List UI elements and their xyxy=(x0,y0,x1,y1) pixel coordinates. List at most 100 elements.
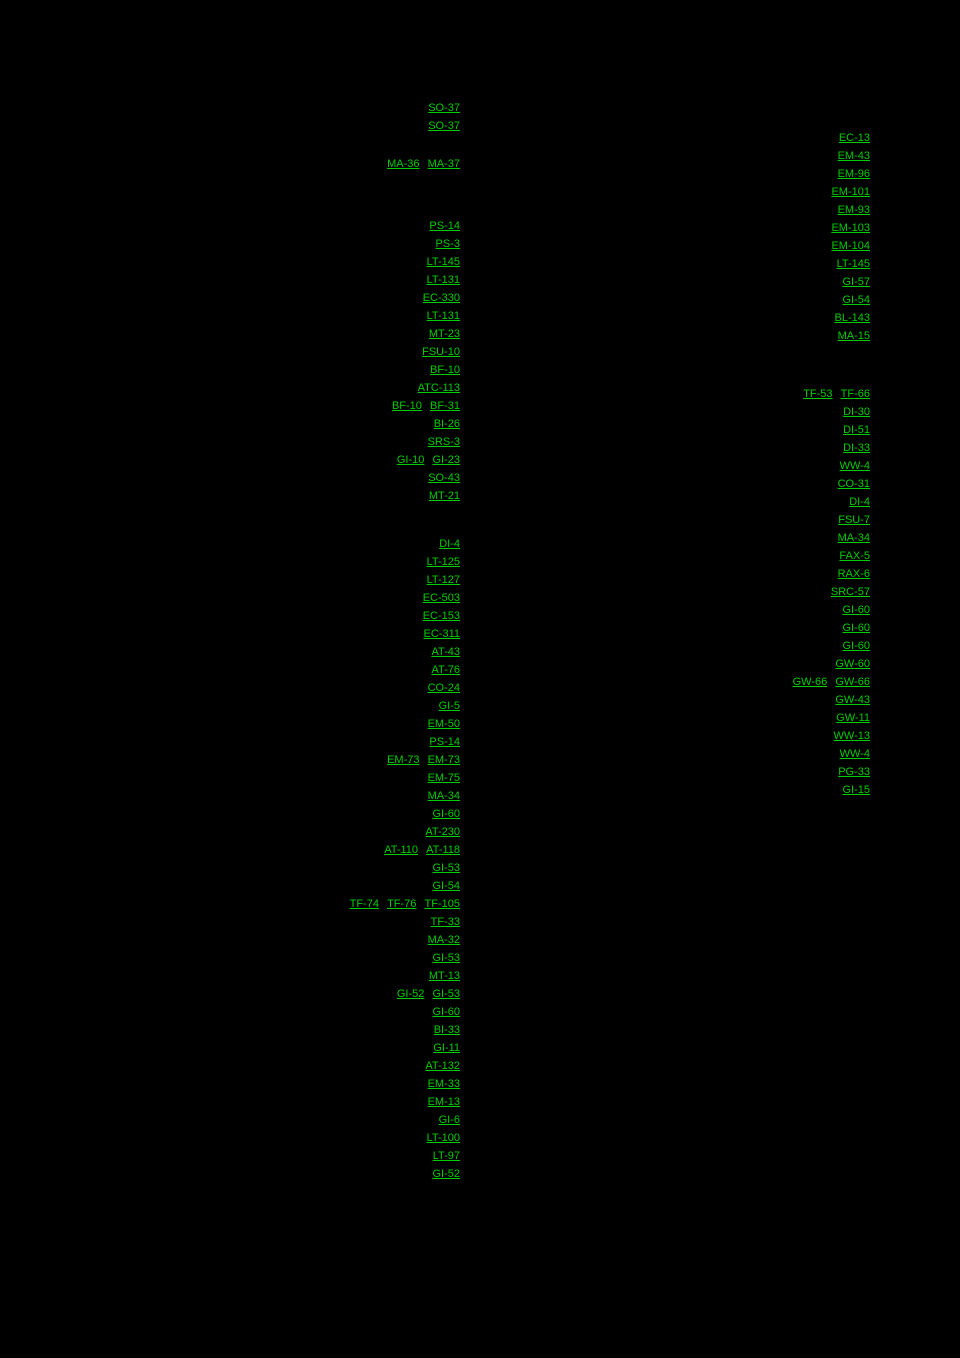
ref-link[interactable]: BL-143 xyxy=(835,312,870,324)
ref-link[interactable]: EM-93 xyxy=(838,204,870,216)
ref-link[interactable]: TF-74 xyxy=(350,898,379,910)
ref-link[interactable]: GI-6 xyxy=(439,1114,460,1126)
ref-link[interactable]: BI-33 xyxy=(434,1024,460,1036)
nav-letter-i[interactable]: I xyxy=(885,516,915,533)
ref-link[interactable]: BF-10 xyxy=(392,400,422,412)
ref-link[interactable]: GI-52 xyxy=(397,988,425,1000)
nav-letter-j[interactable]: J xyxy=(885,563,915,580)
ref-link[interactable]: EM-43 xyxy=(838,150,870,162)
ref-link[interactable]: LT-127 xyxy=(427,574,460,586)
ref-link[interactable]: SRS-3 xyxy=(428,436,460,448)
ref-link[interactable]: LT-125 xyxy=(427,556,460,568)
ref-link[interactable]: AT-118 xyxy=(426,844,460,856)
ref-link[interactable]: LT-100 xyxy=(427,1132,460,1144)
ref-link[interactable]: GW-66 xyxy=(835,676,870,688)
ref-link[interactable]: EM-50 xyxy=(428,718,460,730)
ref-link[interactable]: FAX-5 xyxy=(839,550,870,562)
ref-link[interactable]: GI-11 xyxy=(433,1042,460,1054)
ref-link[interactable]: PS-3 xyxy=(436,238,460,250)
ref-link[interactable]: GI-54 xyxy=(432,880,460,892)
ref-link[interactable]: WW-4 xyxy=(840,748,870,760)
ref-link[interactable]: MT-13 xyxy=(429,970,460,982)
ref-link[interactable]: GI-54 xyxy=(842,294,870,306)
ref-link[interactable]: BI-26 xyxy=(434,418,460,430)
ref-link[interactable]: DI-30 xyxy=(843,406,870,418)
ref-link[interactable]: BF-10 xyxy=(430,364,460,376)
ref-link[interactable]: DI-4 xyxy=(439,538,460,550)
ref-link[interactable]: LT-145 xyxy=(837,258,870,270)
ref-link[interactable]: MA-32 xyxy=(428,934,460,946)
ref-link[interactable]: EM-104 xyxy=(831,240,870,252)
nav-letter-b[interactable]: B xyxy=(885,187,915,204)
ref-link[interactable]: GI-5 xyxy=(439,700,460,712)
ref-link[interactable]: GI-23 xyxy=(432,454,460,466)
ref-link[interactable]: CO-31 xyxy=(838,478,870,490)
ref-link[interactable]: TF-53 xyxy=(803,388,832,400)
ref-link[interactable]: GI-57 xyxy=(842,276,870,288)
ref-link[interactable]: EC-330 xyxy=(423,292,460,304)
ref-link[interactable]: WW-4 xyxy=(840,460,870,472)
nav-letter-g[interactable]: G xyxy=(885,422,915,439)
ref-link[interactable]: EM-73 xyxy=(387,754,419,766)
ref-link[interactable]: MT-23 xyxy=(429,328,460,340)
ref-link[interactable]: GI-60 xyxy=(842,604,870,616)
ref-link[interactable]: LT-131 xyxy=(427,310,460,322)
nav-letter-f[interactable]: F xyxy=(885,375,915,392)
nav-letter-e[interactable]: E xyxy=(885,328,915,345)
nav-letter-h[interactable]: H xyxy=(885,469,915,486)
ref-link[interactable]: EM-33 xyxy=(428,1078,460,1090)
ref-link[interactable]: GI-15 xyxy=(842,784,870,796)
ref-link[interactable]: DI-4 xyxy=(849,496,870,508)
nav-letter-idx[interactable]: IDX xyxy=(885,704,915,719)
ref-link[interactable]: DI-33 xyxy=(843,442,870,454)
ref-link[interactable]: LT-97 xyxy=(433,1150,460,1162)
ref-link[interactable]: MA-34 xyxy=(428,790,460,802)
ref-link[interactable]: MA-36 xyxy=(387,158,419,170)
ref-link[interactable]: CO-24 xyxy=(428,682,460,694)
ref-link[interactable]: MA-34 xyxy=(838,532,870,544)
nav-letter-d[interactable]: D xyxy=(885,281,915,298)
ref-link[interactable]: MA-37 xyxy=(428,158,460,170)
ref-link[interactable]: FSU-7 xyxy=(838,514,870,526)
ref-link[interactable]: SO-37 xyxy=(428,102,460,114)
ref-link[interactable]: AT-132 xyxy=(425,1060,460,1072)
ref-link[interactable]: AT-230 xyxy=(425,826,460,838)
ref-link[interactable]: EM-96 xyxy=(838,168,870,180)
ref-link[interactable]: GI-53 xyxy=(432,862,460,874)
ref-link[interactable]: ATC-113 xyxy=(418,382,460,394)
ref-link[interactable]: EC-503 xyxy=(423,592,460,604)
nav-letter-l[interactable]: L xyxy=(885,657,915,674)
ref-link[interactable]: MT-21 xyxy=(429,490,460,502)
ref-link[interactable]: EM-75 xyxy=(428,772,460,784)
ref-link[interactable]: WW-13 xyxy=(834,730,870,742)
ref-link[interactable]: GI-53 xyxy=(432,952,460,964)
ref-link[interactable]: AT-76 xyxy=(431,664,460,676)
ref-link[interactable]: PS-14 xyxy=(429,220,460,232)
ref-link[interactable]: LT-131 xyxy=(427,274,460,286)
ref-link[interactable]: TF-76 xyxy=(387,898,416,910)
ref-link[interactable]: GI-10 xyxy=(397,454,425,466)
ref-link[interactable]: GI-60 xyxy=(842,622,870,634)
ref-link[interactable]: RAX-6 xyxy=(838,568,870,580)
ref-link[interactable]: GW-66 xyxy=(793,676,828,688)
ref-link[interactable]: TF-105 xyxy=(425,898,460,910)
nav-letter-c[interactable]: C xyxy=(885,234,915,251)
ref-link[interactable]: LT-145 xyxy=(427,256,460,268)
ref-link[interactable]: GW-43 xyxy=(835,694,870,706)
ref-link[interactable]: EC-311 xyxy=(424,628,460,640)
ref-link[interactable]: TF-66 xyxy=(841,388,870,400)
ref-link[interactable]: SO-43 xyxy=(428,472,460,484)
ref-link[interactable]: EM-73 xyxy=(428,754,460,766)
ref-link[interactable]: EM-103 xyxy=(831,222,870,234)
ref-link[interactable]: GI-52 xyxy=(432,1168,460,1180)
ref-link[interactable]: GI-53 xyxy=(432,988,460,1000)
nav-letter-a[interactable]: A xyxy=(885,140,915,157)
ref-link[interactable]: SO-37 xyxy=(428,120,460,132)
ref-link[interactable]: EC-13 xyxy=(839,132,870,144)
ref-link[interactable]: TF-33 xyxy=(431,916,460,928)
ref-link[interactable]: SRC-57 xyxy=(831,586,870,598)
ref-link[interactable]: FSU-10 xyxy=(422,346,460,358)
ref-link[interactable]: GW-60 xyxy=(835,658,870,670)
ref-link[interactable]: AT-110 xyxy=(384,844,418,856)
ref-link[interactable]: GI-60 xyxy=(842,640,870,652)
